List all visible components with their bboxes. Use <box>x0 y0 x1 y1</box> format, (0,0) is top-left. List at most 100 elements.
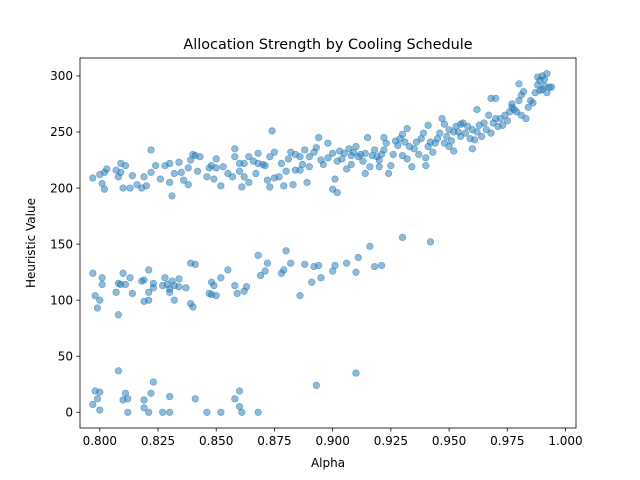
y-tick-label: 0 <box>65 406 73 420</box>
data-point <box>471 136 479 144</box>
data-point <box>343 259 351 267</box>
data-point <box>436 129 444 137</box>
data-point <box>89 174 97 182</box>
data-point <box>191 260 199 268</box>
data-point <box>340 149 348 157</box>
data-point <box>238 408 246 416</box>
data-point <box>147 389 155 397</box>
data-point <box>305 163 313 171</box>
data-point <box>266 153 274 161</box>
data-point <box>140 276 148 284</box>
data-point <box>124 408 132 416</box>
data-point <box>235 167 244 175</box>
data-point <box>189 303 197 311</box>
data-point <box>422 162 430 170</box>
data-point <box>424 121 432 129</box>
data-point <box>245 178 253 187</box>
y-tick-label: 100 <box>50 293 73 307</box>
data-point <box>142 182 150 190</box>
data-point <box>305 153 313 161</box>
x-tick-label: 0.875 <box>257 434 291 448</box>
data-point <box>401 138 409 146</box>
data-point <box>263 259 272 267</box>
data-point <box>266 183 274 191</box>
data-point <box>140 173 148 181</box>
data-point <box>319 160 327 169</box>
data-point <box>324 154 332 162</box>
data-point <box>177 168 185 176</box>
data-point <box>426 238 435 246</box>
data-point <box>235 387 244 395</box>
data-point <box>499 121 507 129</box>
data-point <box>370 262 379 271</box>
data-point <box>93 304 102 312</box>
data-point <box>224 266 232 274</box>
data-point <box>128 289 136 298</box>
data-point <box>193 167 202 175</box>
data-point <box>91 292 99 300</box>
data-point <box>124 395 132 403</box>
data-point <box>503 117 511 125</box>
data-point <box>245 153 253 161</box>
x-tick-label: 0.900 <box>315 434 349 448</box>
data-point <box>331 175 339 183</box>
x-axis-label: Alpha <box>311 456 345 470</box>
data-point <box>119 184 127 192</box>
data-point <box>145 296 153 304</box>
data-point <box>280 266 288 274</box>
data-point <box>170 169 178 178</box>
data-point <box>315 261 323 270</box>
data-point <box>403 155 411 163</box>
data-point <box>361 149 369 157</box>
data-point <box>268 127 276 135</box>
data-point <box>93 395 102 403</box>
data-point <box>287 259 295 267</box>
data-point <box>422 154 430 162</box>
y-axis-ticks: 0 50 100 150 200 250 300 <box>50 69 80 420</box>
data-point <box>359 157 367 165</box>
y-tick-label: 250 <box>50 125 73 139</box>
data-point <box>275 173 283 181</box>
data-point <box>166 178 174 187</box>
data-point <box>212 164 220 172</box>
data-point <box>231 395 239 403</box>
data-point <box>212 155 220 163</box>
data-point <box>121 162 130 170</box>
data-point <box>324 139 332 147</box>
y-tick-label: 200 <box>50 181 73 195</box>
data-point <box>331 261 339 270</box>
data-point <box>184 164 192 172</box>
data-point <box>410 145 418 153</box>
data-point <box>89 269 97 277</box>
data-point <box>166 408 174 416</box>
data-point <box>282 167 290 175</box>
data-point <box>515 80 523 88</box>
data-point <box>450 147 458 155</box>
data-point <box>121 280 130 289</box>
data-point <box>380 146 388 154</box>
data-point <box>284 155 293 163</box>
data-point <box>96 388 104 396</box>
y-tick-label: 150 <box>50 237 73 251</box>
x-tick-label: 0.975 <box>490 434 524 448</box>
data-point <box>156 175 164 183</box>
data-point <box>145 288 153 296</box>
data-point <box>384 169 393 178</box>
data-point <box>352 268 360 276</box>
data-point <box>231 145 239 153</box>
data-point <box>361 169 369 178</box>
data-point <box>298 160 306 169</box>
data-point <box>98 280 106 289</box>
data-point <box>429 148 437 156</box>
data-point <box>145 266 153 274</box>
data-point <box>180 176 188 184</box>
data-point <box>312 144 320 152</box>
data-point <box>152 162 160 170</box>
data-point <box>96 406 104 414</box>
x-tick-label: 0.850 <box>199 434 233 448</box>
data-point <box>461 129 469 137</box>
y-tick-label: 50 <box>58 349 73 363</box>
data-point <box>261 267 269 275</box>
y-axis-label: Heuristic Value <box>24 198 38 288</box>
data-point <box>473 128 481 136</box>
